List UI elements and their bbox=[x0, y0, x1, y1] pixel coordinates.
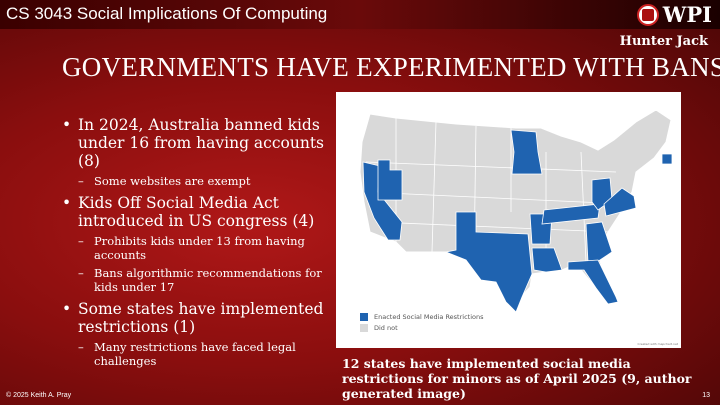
logo-text: WPI bbox=[662, 2, 712, 27]
legend-item-enacted: Enacted Social Media Restrictions bbox=[360, 313, 484, 321]
bullet: Some states have implemented restriction… bbox=[62, 300, 332, 336]
state-tennessee bbox=[541, 203, 601, 225]
seal-icon bbox=[636, 3, 659, 26]
wpi-logo: WPI bbox=[636, 2, 712, 27]
top-bar: CS 3043 Social Implications Of Computing… bbox=[0, 0, 720, 29]
sub-bullet: Prohibits kids under 13 from having acco… bbox=[62, 234, 332, 262]
page-number: 13 bbox=[702, 392, 710, 399]
state-virginia bbox=[603, 187, 637, 217]
state-georgia bbox=[585, 221, 613, 265]
bullet: Kids Off Social Media Act introduced in … bbox=[62, 194, 332, 230]
sub-bullet: Many restrictions have faced legal chall… bbox=[62, 340, 332, 368]
legend-item-did-not: Did not bbox=[360, 324, 484, 332]
map-legend: Enacted Social Media Restrictions Did no… bbox=[360, 313, 484, 335]
slide-title: GOVERNMENTS HAVE EXPERIMENTED WITH BANS bbox=[62, 52, 720, 82]
course-title: CS 3043 Social Implications Of Computing bbox=[6, 4, 328, 23]
state-louisiana bbox=[531, 247, 563, 273]
us-map: Enacted Social Media Restrictions Did no… bbox=[336, 92, 681, 348]
state-connecticut bbox=[661, 153, 673, 165]
state-texas bbox=[444, 211, 533, 313]
author: Hunter Jack bbox=[619, 34, 708, 49]
state-utah bbox=[377, 159, 403, 201]
sub-bullet: Some websites are exempt bbox=[62, 174, 332, 188]
bullet: In 2024, Australia banned kids under 16 … bbox=[62, 116, 332, 170]
enacted-states bbox=[362, 129, 673, 313]
sub-bullet: Bans algorithmic recommendations for kid… bbox=[62, 266, 332, 294]
state-minnesota bbox=[510, 129, 543, 175]
map-graphic bbox=[359, 109, 673, 313]
copyright: © 2025 Keith A. Pray bbox=[6, 392, 72, 399]
bullet-list: In 2024, Australia banned kids under 16 … bbox=[62, 110, 332, 368]
map-caption: 12 states have implemented social media … bbox=[342, 356, 692, 401]
map-credit: Created with mapchart.net bbox=[637, 342, 679, 346]
state-florida bbox=[567, 259, 619, 305]
